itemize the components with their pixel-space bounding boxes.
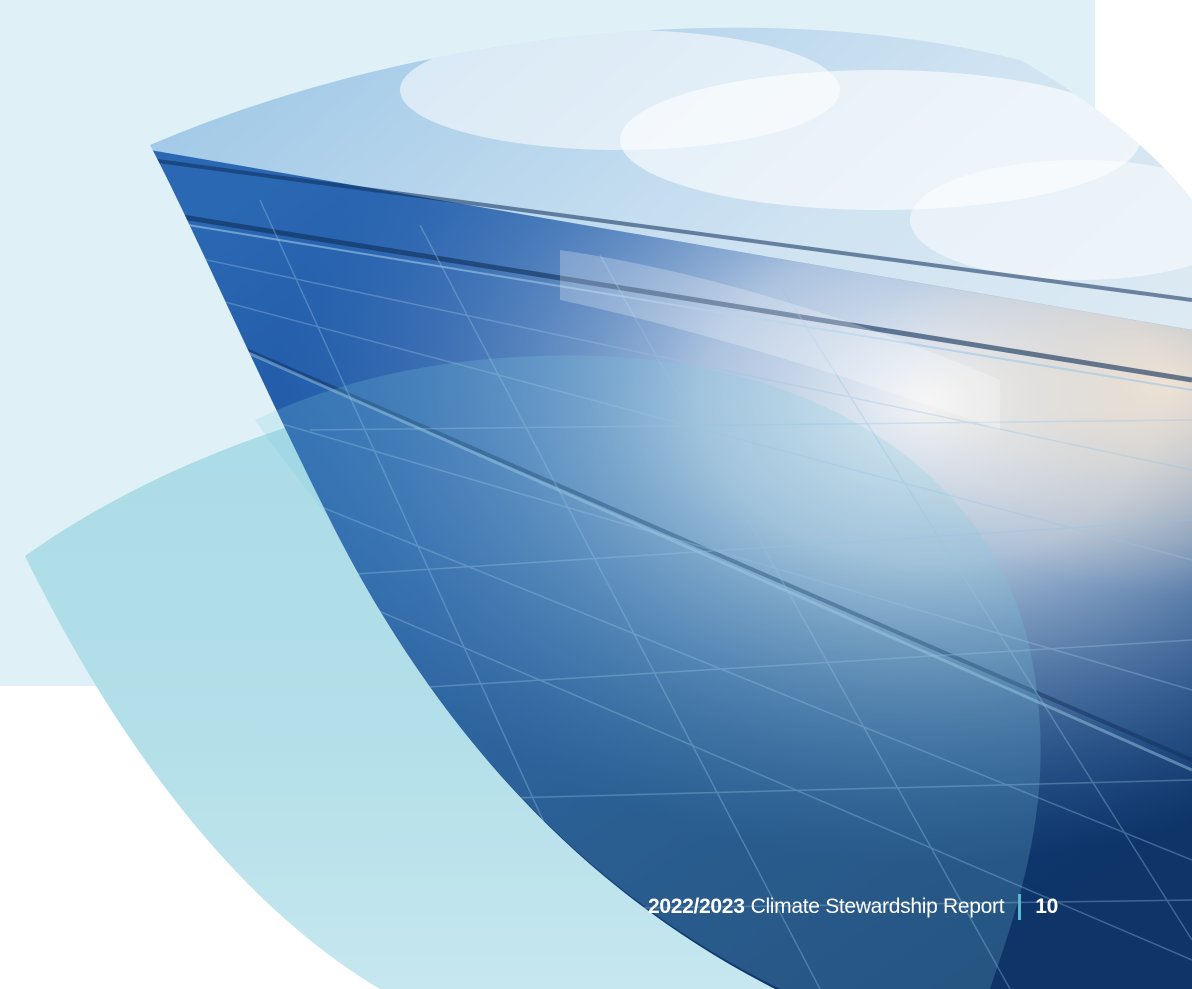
page-number: 10 xyxy=(1035,895,1058,918)
overlay-circle-tint xyxy=(255,355,1041,989)
report-year: 2022/2023 xyxy=(648,895,745,918)
report-title: Climate Stewardship Report xyxy=(750,895,1005,918)
page-footer: 2022/2023 Climate Stewardship Report 10 xyxy=(648,891,1058,923)
footer-divider xyxy=(1018,894,1022,920)
